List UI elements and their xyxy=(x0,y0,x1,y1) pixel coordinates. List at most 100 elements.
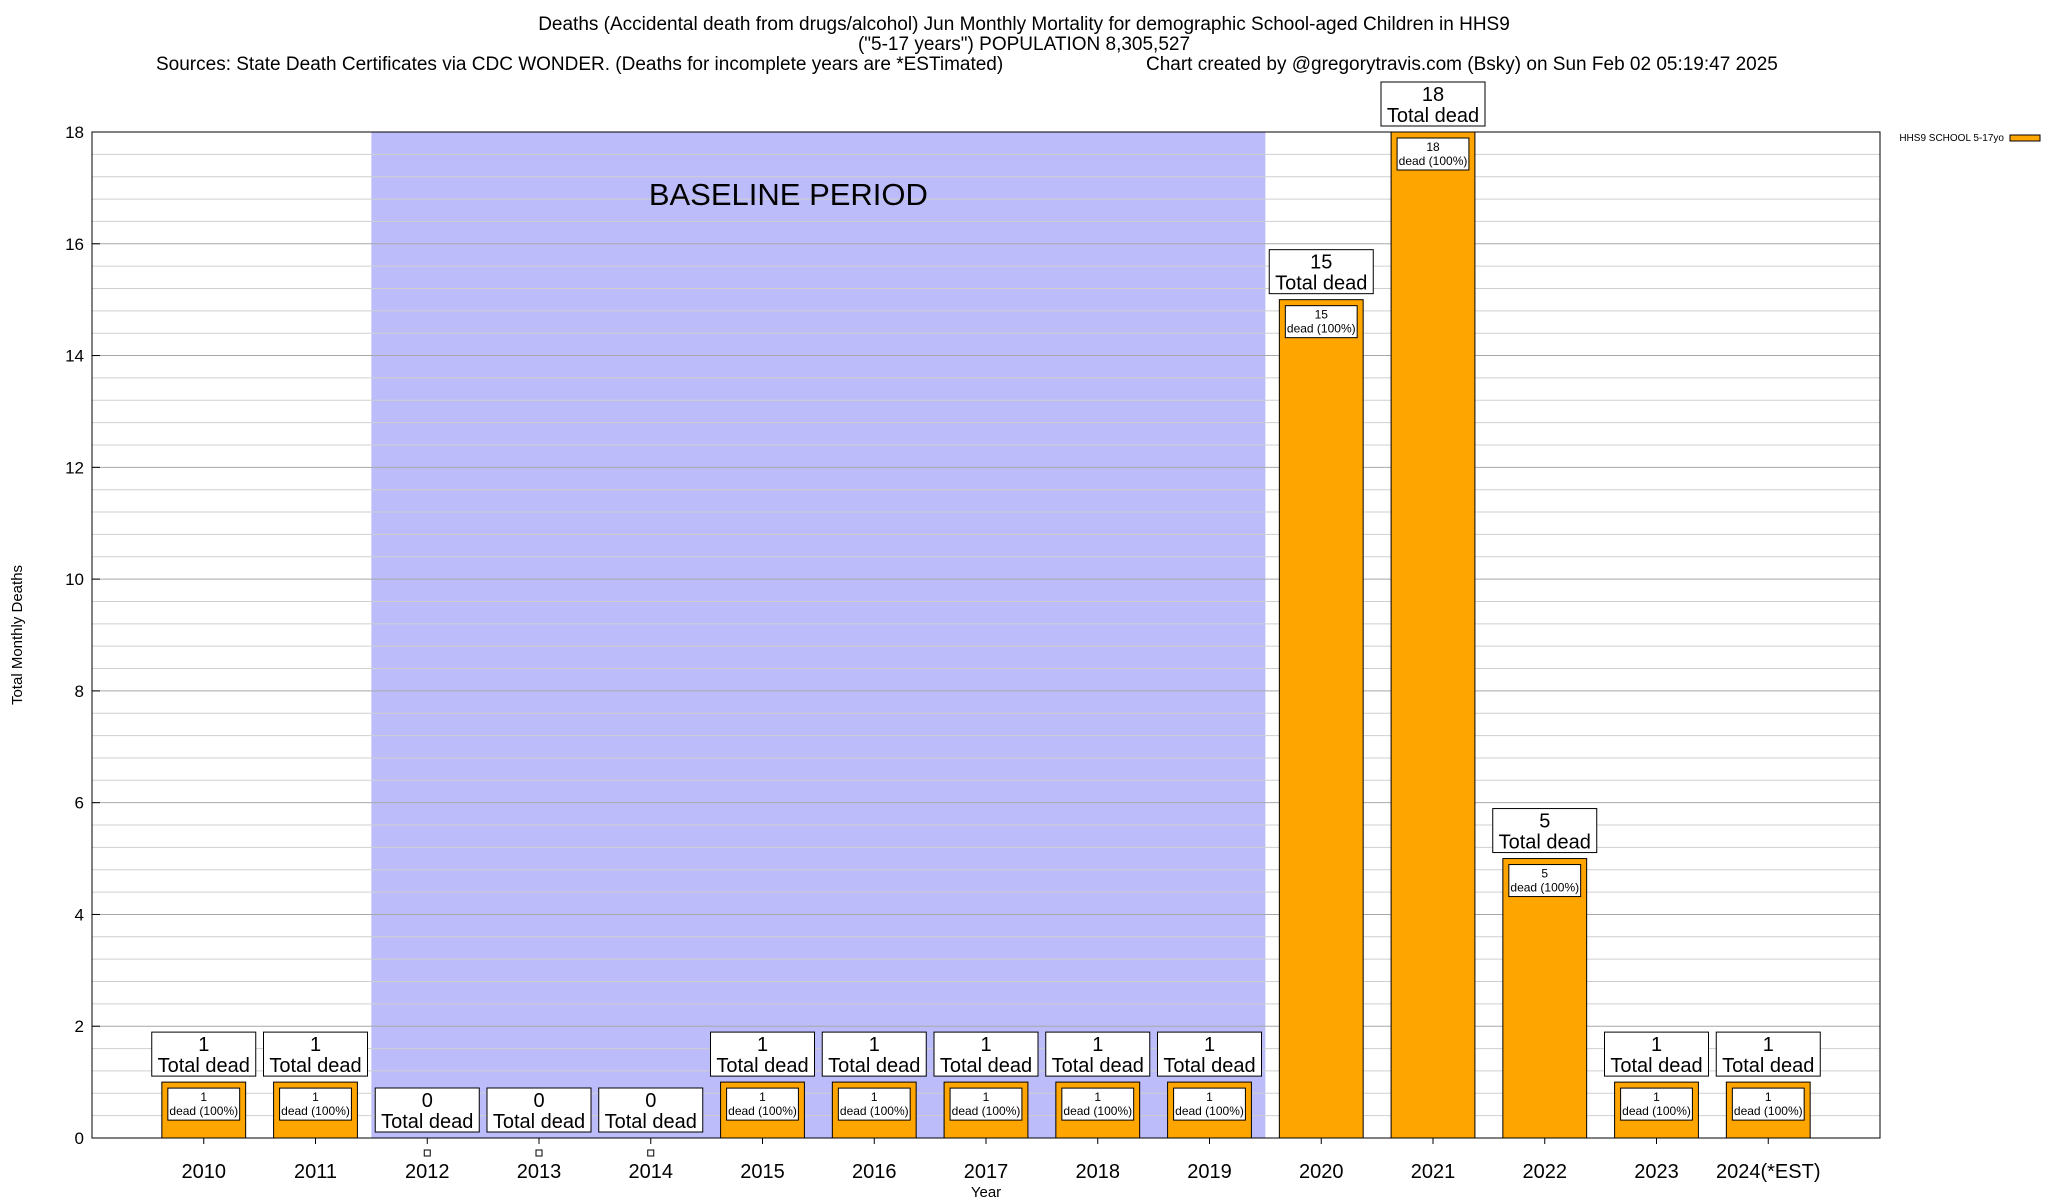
bar-inner-label-box xyxy=(1396,137,1470,171)
y-tick-label: 8 xyxy=(75,682,84,701)
zero-marker xyxy=(535,1149,543,1157)
chart-title: Deaths (Accidental death from drugs/alco… xyxy=(538,14,1510,35)
x-tick-label: 2022 xyxy=(1523,1161,1568,1183)
bar-inner-label-box xyxy=(949,1087,1023,1121)
x-tick-label: 2017 xyxy=(964,1161,1009,1183)
legend-label: HHS9 SCHOOL 5-17yo xyxy=(1899,133,2004,144)
total-label-box xyxy=(263,1031,368,1077)
total-label-text: Total dead xyxy=(716,1055,808,1077)
bar-inner-label-box xyxy=(279,1087,352,1121)
baseline-label: BASELINE PERIOD xyxy=(649,177,928,212)
x-axis-title: Year xyxy=(971,1184,1001,1200)
total-label-box xyxy=(1157,1031,1262,1077)
bar-inner-count: 1 xyxy=(312,1090,319,1104)
y-tick-label: 6 xyxy=(75,794,84,813)
total-label-count: 18 xyxy=(1422,84,1444,106)
bar-inner-label: dead (100%) xyxy=(281,1104,350,1118)
total-label-box xyxy=(1045,1031,1151,1077)
bar-inner-label-box xyxy=(1731,1087,1805,1121)
total-label-count: 1 xyxy=(1204,1034,1215,1056)
total-label-text: Total dead xyxy=(1052,1055,1144,1077)
y-tick-label: 18 xyxy=(65,123,84,142)
bar-inner-count: 1 xyxy=(1206,1090,1213,1104)
bar-inner-label: dead (100%) xyxy=(952,1104,1021,1118)
x-tick-label: 2015 xyxy=(740,1161,785,1183)
total-label-text: Total dead xyxy=(605,1111,697,1133)
bar-inner-label-box xyxy=(1173,1087,1246,1121)
total-label-count: 1 xyxy=(1763,1034,1774,1056)
x-tick-label: 2024(*EST) xyxy=(1716,1161,1821,1183)
bar-inner-label: dead (100%) xyxy=(1734,1104,1803,1118)
bar xyxy=(1502,858,1588,1139)
bar-inner-label-box xyxy=(1620,1087,1693,1121)
bar-inner-count: 1 xyxy=(759,1090,766,1104)
x-tick-label: 2023 xyxy=(1634,1161,1679,1183)
x-tick-label: 2018 xyxy=(1076,1161,1121,1183)
total-label-count: 0 xyxy=(422,1090,433,1112)
total-label-box xyxy=(1604,1031,1709,1077)
x-tick-label: 2021 xyxy=(1411,1161,1456,1183)
bar-inner-label-box xyxy=(726,1087,799,1121)
total-label-count: 5 xyxy=(1539,811,1550,833)
total-label-count: 1 xyxy=(980,1034,991,1056)
total-label-text: Total dead xyxy=(158,1055,250,1077)
bar-inner-label-box xyxy=(1061,1087,1135,1121)
total-label-count: 1 xyxy=(869,1034,880,1056)
bar-inner-count: 1 xyxy=(1094,1090,1101,1104)
bar-inner-count: 5 xyxy=(1541,867,1548,881)
total-label-box xyxy=(1492,808,1598,854)
total-label-box xyxy=(486,1087,592,1133)
bar-inner-label: dead (100%) xyxy=(728,1104,797,1118)
total-label-text: Total dead xyxy=(1275,273,1367,295)
bar-inner-label: dead (100%) xyxy=(1622,1104,1691,1118)
bar xyxy=(1278,299,1364,1139)
y-tick-label: 0 xyxy=(75,1129,84,1148)
bar-inner-count: 1 xyxy=(871,1090,878,1104)
total-label-text: Total dead xyxy=(1722,1055,1814,1077)
bar-inner-count: 1 xyxy=(200,1090,207,1104)
y-tick-label: 4 xyxy=(75,905,84,924)
total-label-count: 0 xyxy=(533,1090,544,1112)
bar-inner-count: 15 xyxy=(1315,308,1329,322)
bar-inner-label: dead (100%) xyxy=(1399,154,1468,168)
x-tick-label: 2010 xyxy=(182,1161,227,1183)
y-tick-label: 10 xyxy=(65,570,84,589)
x-tick-label: 2011 xyxy=(294,1161,337,1183)
x-tick-label: 2019 xyxy=(1187,1161,1232,1183)
y-tick-label: 12 xyxy=(65,458,84,477)
x-tick-label: 2013 xyxy=(517,1161,562,1183)
y-tick-label: 16 xyxy=(65,235,84,254)
total-label-text: Total dead xyxy=(269,1055,361,1077)
x-tick-label: 2016 xyxy=(852,1161,897,1183)
total-label-text: Total dead xyxy=(493,1111,585,1133)
bar xyxy=(1390,131,1476,1139)
total-label-box xyxy=(1380,81,1486,127)
y-axis-title: Total Monthly Deaths xyxy=(9,565,26,705)
total-label-text: Total dead xyxy=(381,1111,473,1133)
bar-inner-label-box xyxy=(167,1087,241,1121)
total-label-text: Total dead xyxy=(828,1055,920,1077)
y-tick-label: 14 xyxy=(65,347,84,366)
bar-inner-label: dead (100%) xyxy=(840,1104,909,1118)
y-tick-label: 2 xyxy=(75,1017,84,1036)
bar-inner-label: dead (100%) xyxy=(169,1104,238,1118)
chart-credit: Chart created by @gregorytravis.com (Bsk… xyxy=(1146,54,1778,75)
bar-inner-label-box xyxy=(1508,864,1582,898)
total-label-box xyxy=(598,1087,704,1133)
total-label-count: 1 xyxy=(198,1034,209,1056)
total-label-count: 0 xyxy=(645,1090,656,1112)
total-label-box xyxy=(374,1087,480,1133)
x-tick-label: 2012 xyxy=(405,1161,450,1183)
bar-inner-label: dead (100%) xyxy=(1510,881,1579,895)
total-label-text: Total dead xyxy=(940,1055,1032,1077)
bar-inner-count: 1 xyxy=(1653,1090,1660,1104)
bar-inner-count: 1 xyxy=(1765,1090,1772,1104)
x-tick-label: 2014 xyxy=(629,1161,674,1183)
total-label-box xyxy=(1268,249,1374,295)
zero-marker xyxy=(423,1149,431,1157)
total-label-count: 1 xyxy=(1651,1034,1662,1056)
bar-inner-count: 18 xyxy=(1426,140,1440,154)
total-label-text: Total dead xyxy=(1163,1055,1255,1077)
total-label-count: 15 xyxy=(1310,252,1332,274)
